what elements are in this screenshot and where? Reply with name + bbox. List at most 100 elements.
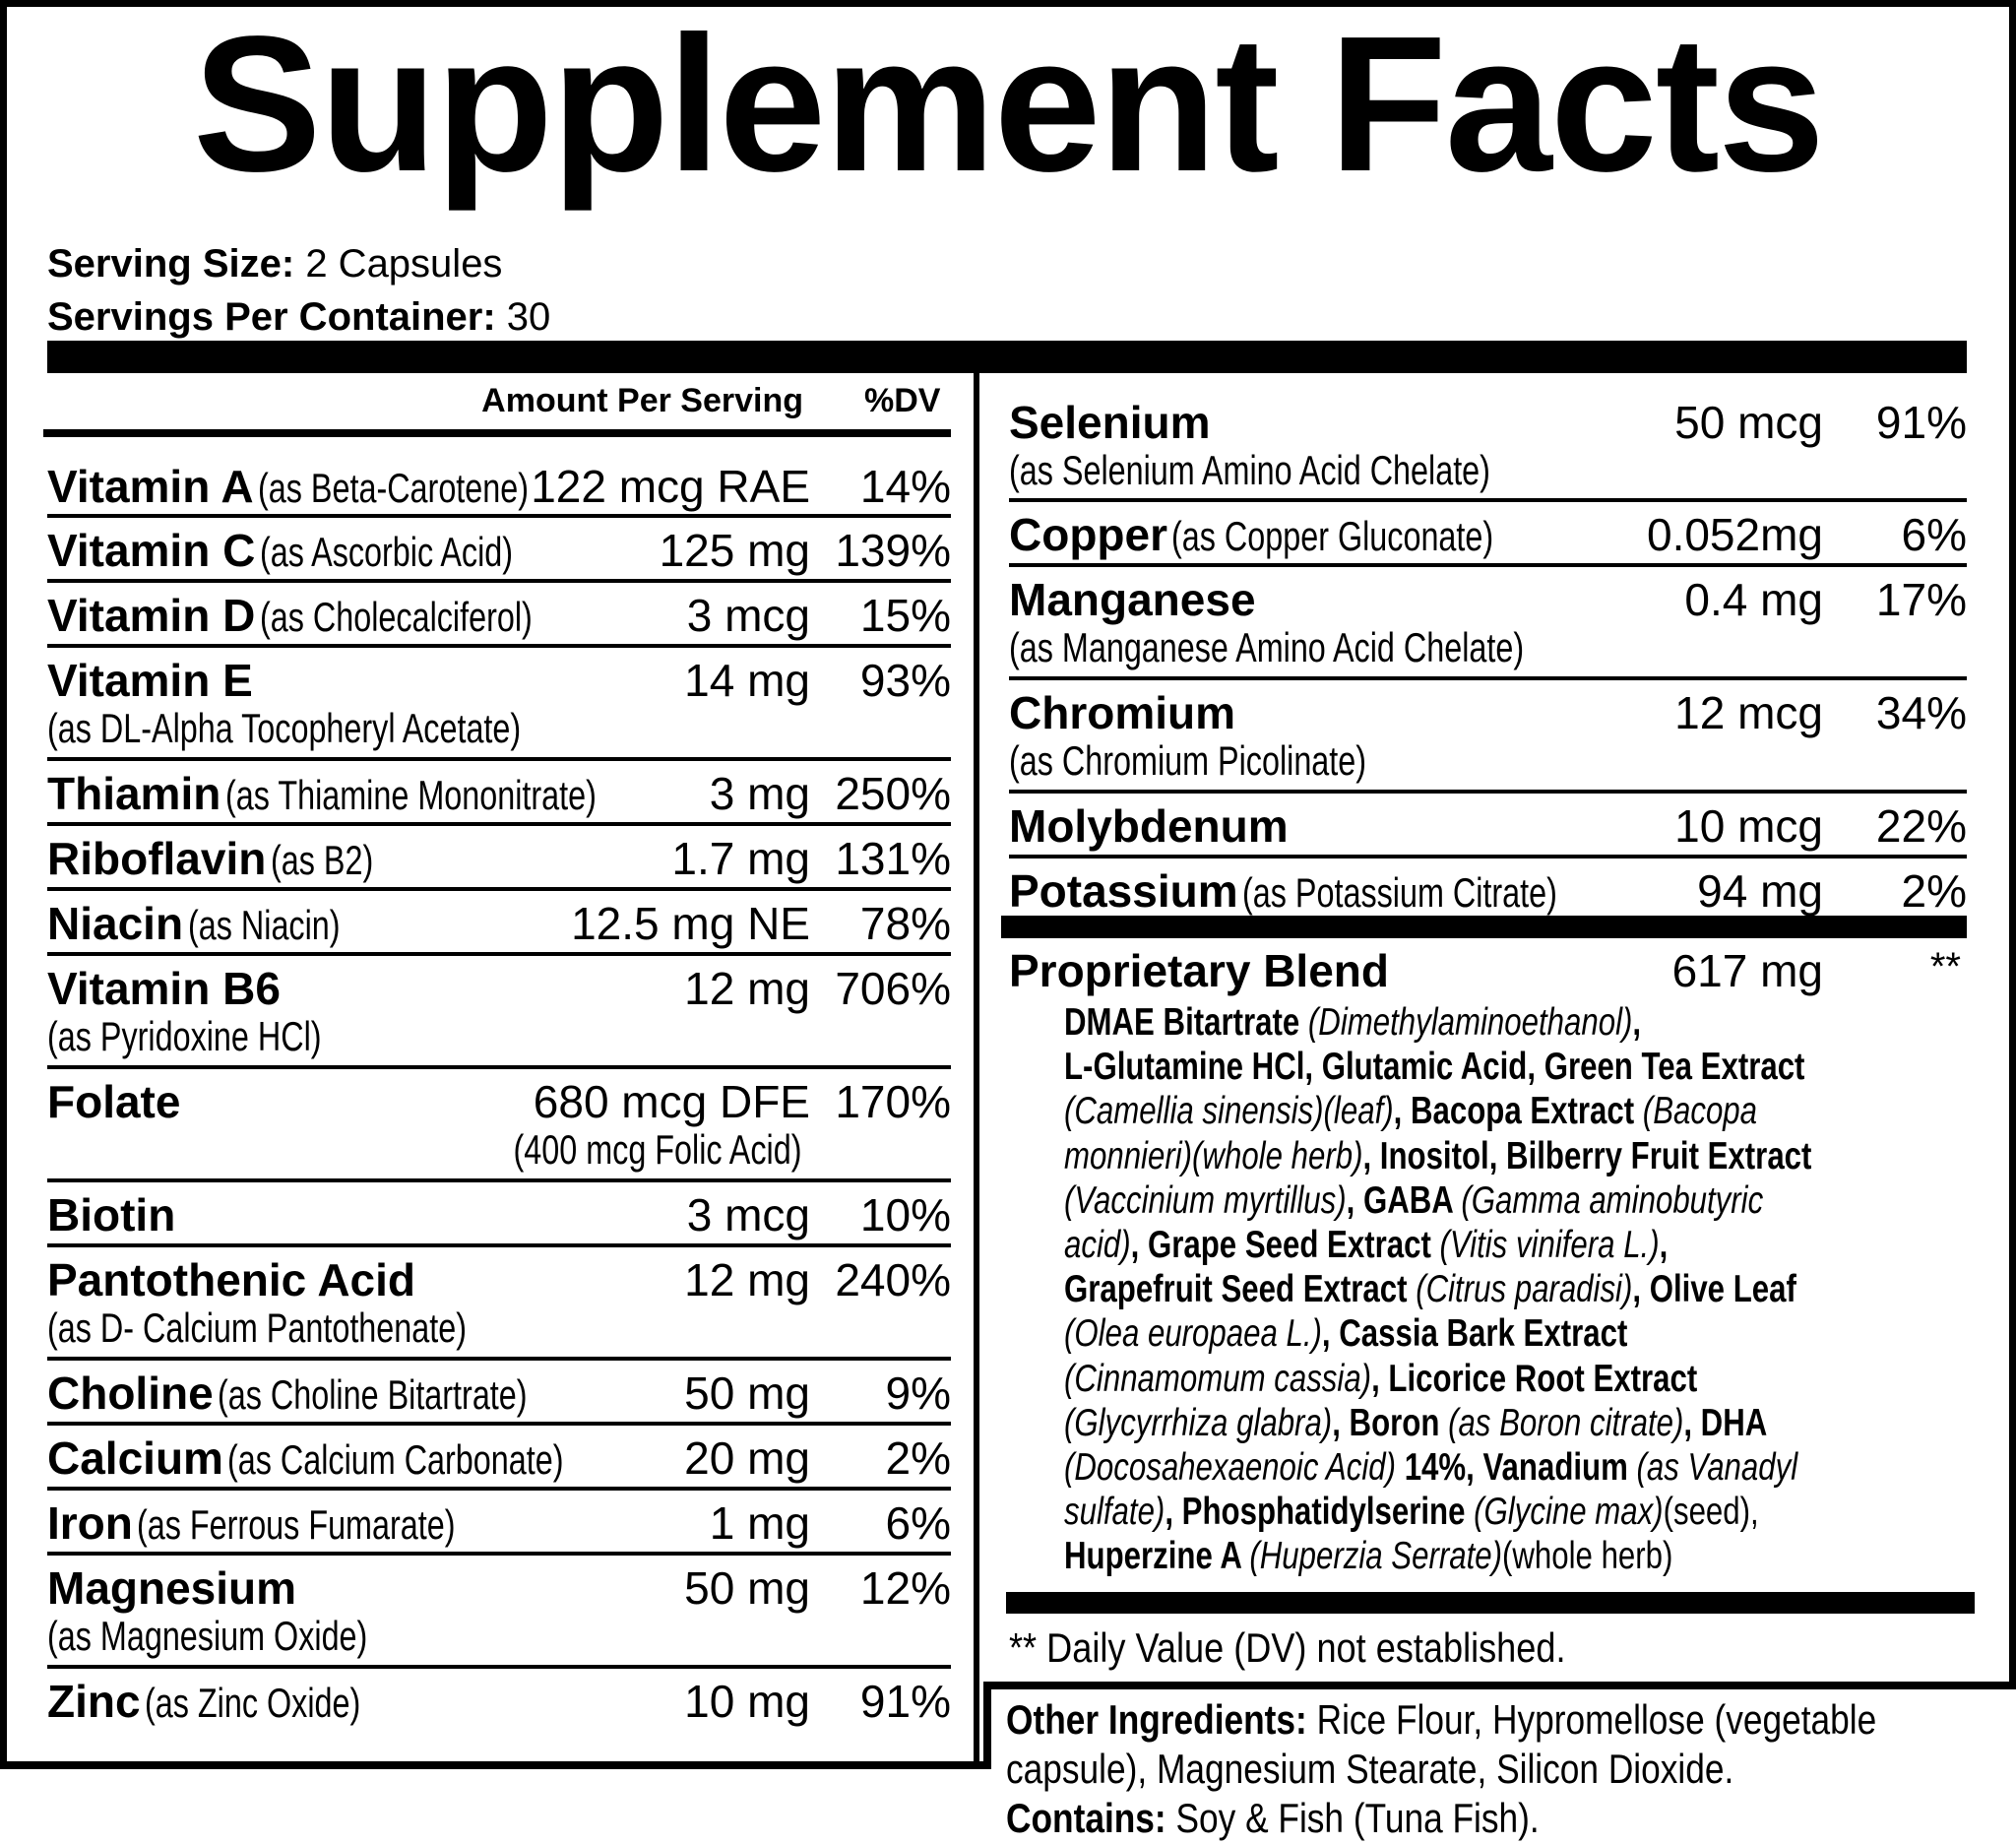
blend-line: (Olea europaea L.), Cassia Bark Extract (1064, 1311, 1627, 1356)
nutrient-form: (as B2) (270, 837, 374, 883)
nutrient-line: Calcium (as Calcium Carbonate) (47, 1432, 951, 1484)
contains-text: Soy & Fish (Tuna Fish). (1166, 1795, 1540, 1841)
blend-segment: (Citrus paradisi) (1416, 1268, 1633, 1311)
nutrient-form: (as Calcium Carbonate) (227, 1436, 564, 1483)
blend-segment: L-Glutamine HCl, Glutamic Acid, Green Te… (1064, 1046, 1805, 1089)
other-ingredients-text: Rice Flour, Hypromellose (vegetable (1306, 1696, 1877, 1743)
nutrient-dv: 15% (859, 590, 951, 641)
nutrient-row: Vitamin E (as DL-Alpha Tocopheryl Acetate… (47, 648, 951, 761)
nutrient-row: Vitamin C (as Ascorbic Acid) 125 mg 139% (47, 518, 951, 583)
nutrient-dv: 6% (885, 1497, 951, 1549)
blend-thick-divider (1001, 916, 1967, 938)
header-dv: %DV (864, 382, 941, 419)
nutrient-line: Vitamin D (as Cholecalciferol) (47, 590, 951, 641)
nutrient-amount: 12 mg (684, 963, 810, 1014)
nutrient-form: (as DL-Alpha Tocopheryl Acetate) (47, 705, 522, 751)
nutrient-line: Vitamin B6 (47, 963, 951, 1014)
nutrient-name: Riboflavin (47, 833, 267, 884)
blend-segment: , Cassia Bark Extract (1321, 1312, 1628, 1356)
nutrient-form: (as Choline Bitartrate) (218, 1371, 528, 1418)
nutrient-dv: 9% (885, 1367, 951, 1419)
blend-segment: sulfate) (1064, 1491, 1166, 1534)
nutrient-dv: 91% (859, 1676, 951, 1727)
nutrient-amount: 94 mg (1697, 865, 1823, 917)
nutrient-amount-note: (400 mcg Folic Acid) (513, 1126, 801, 1173)
blend-line: Huperzine A (Huperzia Serrate)(whole her… (1064, 1534, 1672, 1578)
nutrient-line: Folate (47, 1076, 951, 1127)
blend-segment: (whole herb) (1502, 1535, 1673, 1578)
nutrient-form: (as Ferrous Fumarate) (137, 1501, 456, 1548)
nutrient-row: Magnesium (as Magnesium Oxide) 50 mg 12% (47, 1556, 951, 1669)
blend-segment: , Bacopa Extract (1393, 1090, 1643, 1133)
nutrient-line: Pantothenic Acid (47, 1254, 951, 1305)
nutrient-dv: 78% (859, 898, 951, 949)
nutrient-form: (as Selenium Amino Acid Chelate) (1009, 447, 1490, 493)
nutrient-line: Selenium (1009, 397, 1967, 448)
nutrient-row: Folate 680 mcg DFE 170% (400 mcg Folic Acid… (47, 1069, 951, 1182)
nutrient-amount: 20 mg (684, 1432, 810, 1484)
blend-segment: (Huperzia Serrate) (1249, 1535, 1502, 1578)
nutrient-name: Calcium (47, 1432, 223, 1484)
nutrient-dv: 14% (859, 461, 951, 512)
nutrient-amount: 3 mg (709, 768, 810, 819)
serving-size: Serving Size: 2 Capsules (47, 239, 502, 288)
nutrient-name: Folate (47, 1076, 181, 1127)
nutrient-row: Vitamin B6 (as Pyridoxine HCl) 12 mg 706% (47, 956, 951, 1069)
nutrient-form-line: (as D- Calcium Pantothenate) (47, 1305, 951, 1351)
nutrient-amount: 0.4 mg (1684, 574, 1823, 625)
nutrient-line: Vitamin C (as Ascorbic Acid) (47, 525, 951, 576)
blend-segment: , Olive Leaf (1632, 1268, 1796, 1311)
nutrient-amount: 12.5 mg NE (571, 898, 810, 949)
blend-segment: , Phosphatidylserine (1165, 1491, 1475, 1534)
serving-size-value: 2 Capsules (294, 242, 503, 286)
nutrient-name: Molybdenum (1009, 800, 1289, 852)
frame-step-vertical (983, 1682, 991, 1769)
nutrient-line: Thiamin (as Thiamine Mononitrate) (47, 768, 951, 819)
blend-segment: (seed), (1663, 1491, 1759, 1534)
nutrient-row: Iron (as Ferrous Fumarate) 1 mg 6% (47, 1491, 951, 1556)
frame-right (2009, 0, 2016, 1689)
blend-line: (Vaccinium myrtillus), GABA (Gamma amino… (1064, 1178, 1763, 1223)
footnote-thick-divider (1006, 1592, 1975, 1614)
nutrient-row: Biotin 3 mcg 10% (47, 1182, 951, 1247)
blend-segment: , GABA (1346, 1178, 1462, 1222)
nutrient-amount: 3 mcg (686, 590, 810, 641)
footnote: ** Daily Value (DV) not established. (1009, 1624, 1566, 1671)
nutrient-row: Thiamin (as Thiamine Mononitrate) 3 mg 250… (47, 761, 951, 826)
blend-line: monnieri)(whole herb), Inositol, Bilberr… (1064, 1134, 1811, 1178)
nutrient-form-line: (as Pyridoxine HCl) (47, 1014, 951, 1059)
blend-segment: , Licorice Root Extract (1371, 1357, 1698, 1400)
header-divider (43, 429, 951, 437)
nutrient-name: Vitamin B6 (47, 963, 281, 1014)
top-thick-divider (47, 341, 1967, 373)
nutrient-line: Copper (as Copper Gluconate) (1009, 509, 1967, 560)
nutrient-dv: 706% (835, 963, 951, 1014)
column-divider (974, 373, 979, 1769)
nutrient-name: Potassium (1009, 865, 1238, 917)
nutrient-name: Thiamin (47, 768, 221, 819)
nutrient-row: Chromium (as Chromium Picolinate) 12 mcg 34… (1009, 680, 1967, 794)
servings-per-container-label: Servings Per Container: (47, 295, 496, 339)
blend-segment: , (1659, 1224, 1669, 1266)
blend-line: acid), Grape Seed Extract (Vitis vinifer… (1064, 1223, 1668, 1267)
blend-segment: , Boron (1332, 1401, 1449, 1444)
nutrient-line: Vitamin A (as Beta-Carotene) (47, 461, 951, 512)
blend-amount: 617 mg (1671, 945, 1823, 996)
nutrient-line: Magnesium (47, 1562, 951, 1614)
nutrient-form-line: (as Chromium Picolinate) (1009, 738, 1967, 784)
nutrient-line: Chromium (1009, 687, 1967, 738)
nutrient-line: Choline (as Choline Bitartrate) (47, 1367, 951, 1419)
nutrient-name: Choline (47, 1367, 214, 1419)
frame-left (0, 0, 7, 1769)
blend-line: L-Glutamine HCl, Glutamic Acid, Green Te… (1064, 1045, 1804, 1089)
nutrient-line: Iron (as Ferrous Fumarate) (47, 1497, 951, 1549)
frame-top (0, 0, 2016, 7)
nutrient-form: (as Magnesium Oxide) (47, 1613, 368, 1659)
blend-name: Proprietary Blend (1009, 945, 1389, 996)
blend-line: (Camellia sinensis)(leaf), Bacopa Extrac… (1064, 1089, 1757, 1133)
blend-segment: 14%, Vanadium (1404, 1446, 1637, 1489)
nutrient-name: Vitamin C (47, 525, 256, 576)
nutrient-form: (as Potassium Citrate) (1242, 869, 1557, 916)
other-ingredients: Other Ingredients: Rice Flour, Hypromell… (1006, 1696, 1876, 1744)
nutrient-row: Zinc (as Zinc Oxide) 10 mg 91% (47, 1669, 951, 1734)
